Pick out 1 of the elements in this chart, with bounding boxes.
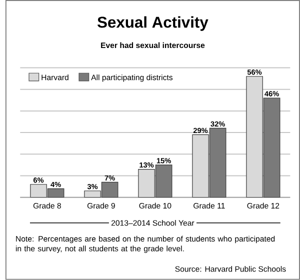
chart-title: Sexual Activity xyxy=(97,16,208,31)
